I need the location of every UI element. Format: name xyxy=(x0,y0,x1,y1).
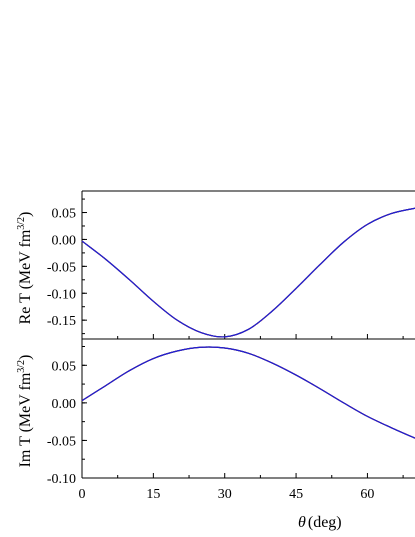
im-t-axis-label-tail: ) xyxy=(17,355,34,360)
im-t-xtick-label: 0 xyxy=(79,487,86,502)
re-t-axis-label-sup: 3/2 xyxy=(16,217,27,230)
im-t-panel: 0.05 0.00 -0.05 -0.100 15 30 45 60 xyxy=(47,338,415,502)
im-t-axis-label: Im T (MeV fm3/2) xyxy=(16,355,34,468)
im-t-ytick-label: 0.05 xyxy=(52,359,77,374)
im-t-axis-label-sup: 3/2 xyxy=(16,360,27,373)
im-t-series-line-2 xyxy=(81,346,415,439)
re-t-ytick-label: -0.15 xyxy=(47,314,76,329)
re-t-series-line-1 xyxy=(81,207,415,338)
re-t-axis-label: Re T (MeV fm3/2) xyxy=(16,212,34,325)
im-t-xtick-label: 45 xyxy=(289,487,303,502)
re-t-ytick-label: -0.05 xyxy=(47,260,76,275)
re-t-series-line-2 xyxy=(81,207,415,338)
re-t-axis-label-tail: ) xyxy=(17,212,34,217)
re-t-ytick-label: 0.05 xyxy=(52,207,77,222)
re-t-panel: 0.05 0.00 -0.05 -0.10 -0.15 xyxy=(47,190,415,340)
x-axis-label-unit: (deg) xyxy=(308,514,342,531)
im-t-series-line-0 xyxy=(81,346,415,439)
im-t-xtick-label: 15 xyxy=(146,487,160,502)
x-axis-label-var: θ xyxy=(298,514,306,531)
x-axis-label: θ (deg) xyxy=(298,514,342,531)
im-t-ytick-label: -0.05 xyxy=(47,434,76,449)
im-t-xtick-label: 30 xyxy=(218,487,232,502)
im-t-ytick-label: 0.00 xyxy=(52,397,77,412)
re-t-series-line-0 xyxy=(81,207,415,338)
re-t-axis-label-main: Re T (MeV fm xyxy=(17,229,34,324)
im-t-ytick-label: -0.10 xyxy=(47,472,76,487)
im-t-xtick-label: 60 xyxy=(360,487,374,502)
im-t-series-line-1 xyxy=(81,346,415,439)
re-t-ytick-label: -0.10 xyxy=(47,287,76,302)
im-t-axis-label-main: Im T (MeV fm xyxy=(17,372,34,467)
re-t-ytick-label: 0.00 xyxy=(52,233,77,248)
